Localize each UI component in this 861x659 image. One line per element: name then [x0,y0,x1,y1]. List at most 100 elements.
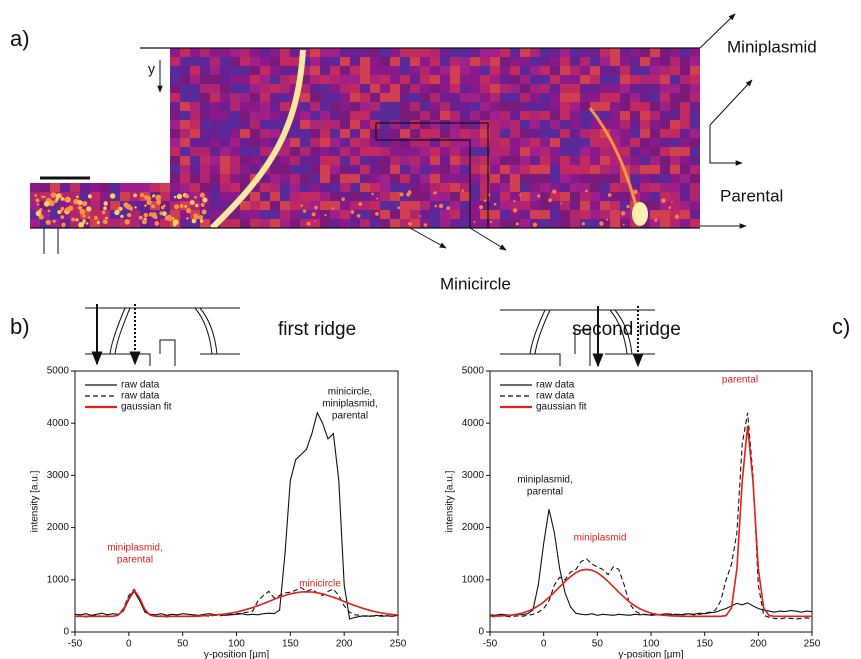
image-tile [320,102,330,111]
image-tile [580,210,590,219]
image-tile [670,111,680,120]
image-tile [440,192,450,201]
image-tile [660,147,670,156]
bright-speck [133,193,138,198]
image-tile [430,156,440,165]
annotation: parental [527,487,563,498]
image-tile [240,111,250,120]
image-tile [470,192,480,201]
image-tile [550,201,560,210]
image-tile [560,129,570,138]
image-tile [310,75,320,84]
image-tile [470,183,480,192]
image-tile [210,147,220,156]
image-tile [540,129,550,138]
image-tile [670,219,680,228]
image-tile [560,174,570,183]
image-tile [240,210,250,219]
image-tile [510,219,520,228]
image-tile [430,129,440,138]
image-tile [430,66,440,75]
image-tile [170,165,180,174]
image-tile [320,183,330,192]
image-tile [520,57,530,66]
image-tile [340,129,350,138]
bright-speck [60,215,65,219]
bright-speck [55,197,59,201]
image-tile [270,57,280,66]
bright-speck [433,191,437,195]
image-tile [240,66,250,75]
image-tile [390,75,400,84]
image-tile [200,147,210,156]
image-tile [210,120,220,129]
image-tile [470,75,480,84]
image-tile [320,75,330,84]
image-tile [400,192,410,201]
image-tile [240,84,250,93]
image-tile [210,66,220,75]
image-tile [580,66,590,75]
image-tile [420,210,430,219]
image-tile [430,84,440,93]
image-tile [330,219,340,228]
image-tile [670,102,680,111]
image-tile [650,210,660,219]
annotation: parental [722,375,758,386]
image-tile [430,138,440,147]
image-tile [650,102,660,111]
image-tile [480,192,490,201]
image-tile [220,138,230,147]
image-tile [240,120,250,129]
image-tile [280,111,290,120]
bright-speck [125,203,132,210]
annotation: miniplasmid, [107,543,163,554]
image-tile [670,156,680,165]
image-tile [490,66,500,75]
image-tile [230,57,240,66]
image-tile [330,174,340,183]
image-tile [490,57,500,66]
image-tile [280,66,290,75]
image-tile [500,75,510,84]
image-tile [370,183,380,192]
bright-speck [371,192,374,196]
image-tile [350,120,360,129]
image-tile [340,156,350,165]
image-tile [600,183,610,192]
image-tile [660,75,670,84]
image-tile [570,120,580,129]
image-tile [680,156,690,165]
image-tile [290,120,300,129]
image-tile [130,219,140,228]
image-tile [530,174,540,183]
image-tile [550,57,560,66]
image-tile [290,138,300,147]
image-tile [680,138,690,147]
image-tile [440,57,450,66]
bright-speck [350,210,355,214]
image-tile [200,48,210,57]
image-tile [100,183,110,192]
output-label: Minicircle [440,274,511,293]
inlet [43,228,59,254]
image-tile [540,111,550,120]
image-tile [190,129,200,138]
image-tile [550,102,560,111]
image-tile [410,84,420,93]
image-tile [180,156,190,165]
image-tile [300,129,310,138]
image-tile [370,201,380,210]
bright-speck [194,195,197,199]
image-tile [680,75,690,84]
image-tile [310,84,320,93]
image-tile [640,165,650,174]
image-tile [620,75,630,84]
image-tile [380,75,390,84]
image-tile [680,129,690,138]
image-tile [310,201,320,210]
image-tile [280,192,290,201]
y-tick-label: 1000 [462,574,485,585]
image-tile [250,210,260,219]
image-tile [520,183,530,192]
